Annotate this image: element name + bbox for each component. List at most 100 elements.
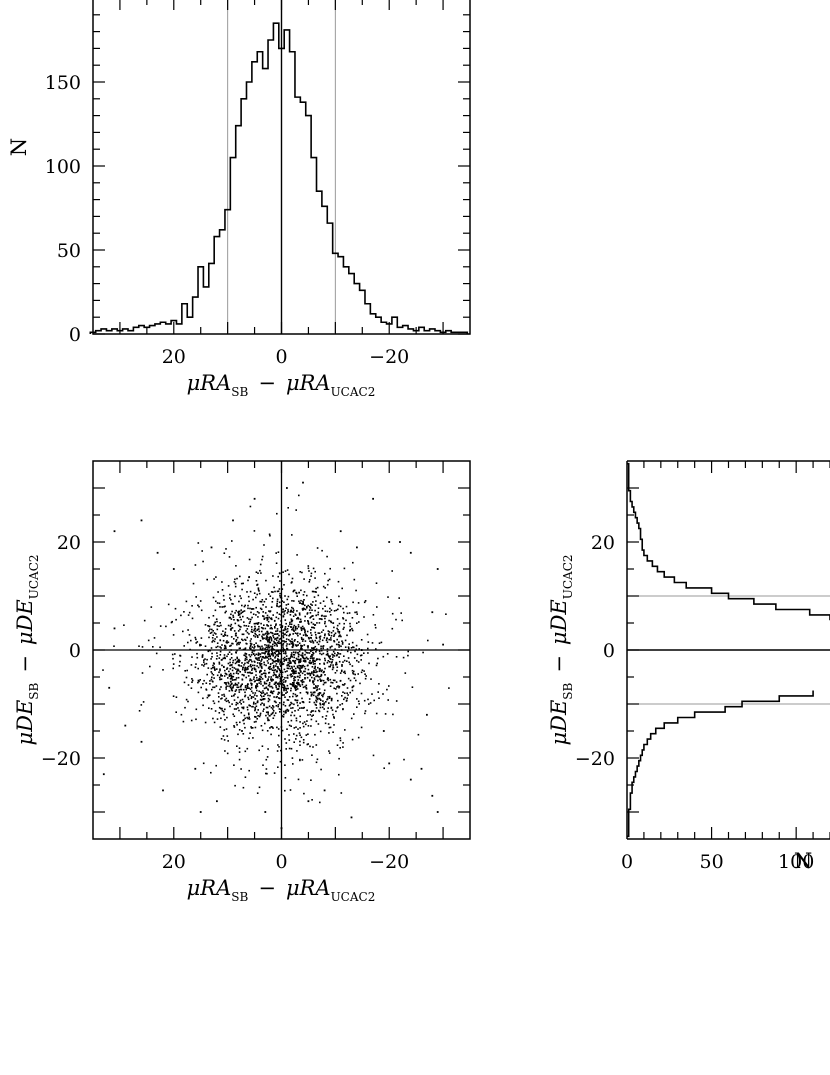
- scatter-point: [338, 630, 341, 633]
- scatter-point: [262, 615, 265, 618]
- scatter-point: [282, 681, 285, 683]
- scatter-point: [268, 682, 271, 684]
- scatter-point: [138, 710, 141, 712]
- scatter-point: [311, 655, 313, 658]
- scatter-point: [315, 634, 317, 636]
- scatter-point: [270, 676, 272, 678]
- scatter-point: [343, 611, 345, 614]
- scatter-point: [290, 655, 292, 658]
- scatter-point: [304, 604, 306, 607]
- scatter-point: [208, 625, 211, 628]
- scatter-point: [262, 710, 264, 712]
- scatter-point: [292, 672, 294, 674]
- scatter-point: [364, 673, 366, 675]
- scatter-point: [324, 622, 326, 625]
- scatter-point: [288, 747, 291, 750]
- scatter-point: [240, 711, 243, 714]
- scatter-point: [272, 648, 275, 650]
- scatter-point: [264, 722, 266, 725]
- scatter-point: [322, 695, 324, 698]
- scatter-point: [259, 663, 262, 666]
- scatter-point: [252, 737, 254, 739]
- scatter-point: [235, 701, 238, 704]
- scatter-point: [266, 616, 269, 619]
- scatter-point: [252, 696, 255, 698]
- scatter-point: [298, 600, 300, 603]
- scatter-point: [277, 575, 279, 578]
- scatter-point: [271, 712, 274, 715]
- scatter-point: [328, 695, 331, 698]
- scatter-point: [241, 638, 243, 641]
- scatter-point: [283, 629, 285, 631]
- scatter-point: [212, 664, 214, 667]
- scatter-point: [285, 634, 288, 637]
- scatter-point: [241, 678, 244, 681]
- scatter-point: [272, 614, 274, 616]
- scatter-point: [271, 651, 274, 654]
- scatter-point: [315, 648, 318, 650]
- scatter-point: [295, 738, 297, 740]
- scatter-point: [291, 702, 293, 705]
- scatter-point: [324, 587, 326, 589]
- scatter-point: [321, 716, 324, 718]
- scatter-point: [222, 710, 225, 713]
- scatter-point: [300, 670, 302, 673]
- scatter-point: [285, 645, 288, 647]
- scatter-point: [216, 602, 219, 604]
- scatter-point: [283, 660, 285, 663]
- scatter-point: [311, 590, 314, 593]
- scatter-point: [224, 633, 226, 636]
- scatter-point: [303, 665, 306, 668]
- scatter-point: [247, 595, 250, 598]
- scatter-point: [244, 671, 247, 673]
- scatter-point: [274, 682, 277, 685]
- scatter-point: [277, 744, 279, 746]
- scatter-point: [315, 699, 317, 702]
- scatter-point: [283, 659, 286, 661]
- de-histogram-ylabel: μDESB−μDEUCAC2: [547, 554, 575, 745]
- scatter-point: [254, 657, 257, 659]
- scatter-point: [250, 611, 252, 614]
- scatter-point: [299, 665, 301, 667]
- scatter-point: [275, 654, 278, 656]
- scatter-point: [235, 652, 237, 654]
- scatter-point: [422, 651, 424, 654]
- scatter-point: [239, 616, 241, 618]
- scatter-point: [201, 655, 204, 657]
- scatter-point: [301, 680, 303, 682]
- scatter-point: [271, 669, 274, 671]
- scatter-point: [354, 650, 356, 653]
- scatter-point: [191, 678, 193, 680]
- scatter-point: [235, 609, 237, 612]
- scatter-point: [259, 670, 261, 673]
- scatter-point: [364, 712, 366, 715]
- scatter-point: [277, 676, 279, 679]
- scatter-point: [244, 666, 246, 669]
- scatter-point: [255, 633, 257, 636]
- scatter-point: [293, 684, 295, 686]
- scatter-point: [318, 692, 321, 694]
- scatter-point: [230, 674, 233, 677]
- scatter-point: [403, 758, 405, 761]
- scatter-point: [285, 622, 287, 625]
- scatter-point: [200, 637, 203, 639]
- scatter-point: [271, 678, 274, 681]
- scatter-point: [338, 686, 340, 689]
- scatter-point: [294, 679, 296, 681]
- scatter-point: [220, 698, 222, 700]
- scatter-point: [286, 691, 288, 693]
- scatter-point: [254, 630, 257, 633]
- scatter-point: [299, 734, 301, 736]
- scatter-point: [238, 660, 241, 662]
- scatter-point: [221, 606, 223, 608]
- scatter-point: [300, 707, 303, 709]
- scatter-point: [302, 481, 304, 484]
- scatter-point: [238, 729, 241, 731]
- scatter-point: [318, 688, 321, 690]
- scatter-point: [268, 653, 271, 655]
- scatter-point: [357, 661, 360, 663]
- scatter-point: [323, 704, 325, 706]
- scatter-point: [330, 634, 333, 637]
- scatter-point: [278, 668, 281, 670]
- scatter-point: [223, 647, 226, 650]
